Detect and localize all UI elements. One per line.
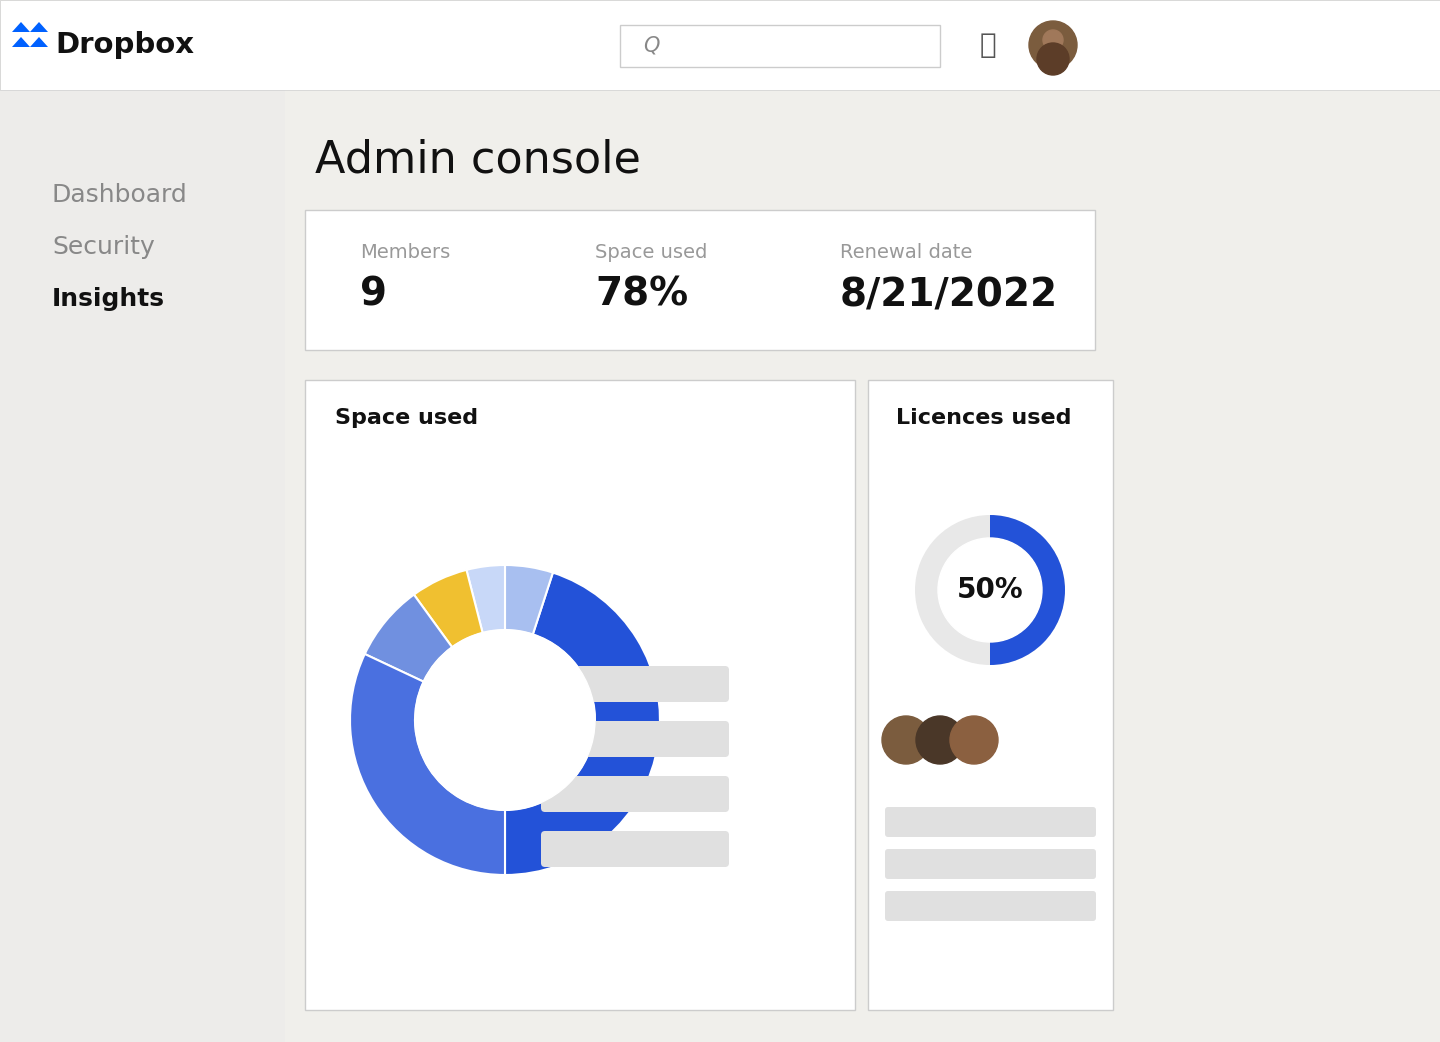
Circle shape xyxy=(937,538,1043,642)
Wedge shape xyxy=(914,515,1066,665)
FancyBboxPatch shape xyxy=(886,891,1096,921)
Text: Insights: Insights xyxy=(52,287,166,311)
Text: Members: Members xyxy=(360,244,451,263)
Text: Security: Security xyxy=(52,235,154,259)
Circle shape xyxy=(948,714,999,766)
Text: 78%: 78% xyxy=(595,276,688,314)
Polygon shape xyxy=(30,22,48,32)
Text: Dashboard: Dashboard xyxy=(52,183,187,207)
FancyBboxPatch shape xyxy=(541,776,729,812)
Text: 50%: 50% xyxy=(956,576,1024,604)
Text: Dropbox: Dropbox xyxy=(55,31,194,59)
Wedge shape xyxy=(413,570,482,647)
Text: Renewal date: Renewal date xyxy=(840,244,972,263)
Text: Q: Q xyxy=(644,36,660,56)
Circle shape xyxy=(880,714,932,766)
Text: Admin console: Admin console xyxy=(315,139,641,181)
FancyBboxPatch shape xyxy=(886,849,1096,879)
Circle shape xyxy=(1030,21,1077,69)
Text: Licences used: Licences used xyxy=(896,408,1071,428)
FancyBboxPatch shape xyxy=(886,807,1096,837)
FancyBboxPatch shape xyxy=(621,25,940,67)
FancyBboxPatch shape xyxy=(541,832,729,867)
FancyBboxPatch shape xyxy=(0,90,285,1042)
Circle shape xyxy=(415,630,595,810)
Text: Space used: Space used xyxy=(595,244,707,263)
Circle shape xyxy=(914,714,966,766)
Circle shape xyxy=(1043,30,1063,50)
Text: Space used: Space used xyxy=(336,408,478,428)
Wedge shape xyxy=(467,565,505,632)
FancyBboxPatch shape xyxy=(305,380,855,1010)
Wedge shape xyxy=(364,595,452,681)
Text: 🔔: 🔔 xyxy=(979,31,996,59)
FancyBboxPatch shape xyxy=(541,666,729,702)
Circle shape xyxy=(950,716,998,764)
Wedge shape xyxy=(350,654,505,875)
Circle shape xyxy=(1037,43,1068,75)
Text: 9: 9 xyxy=(360,276,387,314)
Wedge shape xyxy=(505,565,553,635)
FancyBboxPatch shape xyxy=(868,380,1113,1010)
Wedge shape xyxy=(505,573,660,875)
Text: 8/21/2022: 8/21/2022 xyxy=(840,276,1058,314)
Polygon shape xyxy=(12,38,30,47)
FancyBboxPatch shape xyxy=(0,0,1440,90)
Polygon shape xyxy=(12,22,30,32)
Circle shape xyxy=(916,716,963,764)
Wedge shape xyxy=(991,515,1066,665)
Circle shape xyxy=(881,716,930,764)
FancyBboxPatch shape xyxy=(305,210,1094,350)
Polygon shape xyxy=(30,38,48,47)
FancyBboxPatch shape xyxy=(541,721,729,756)
